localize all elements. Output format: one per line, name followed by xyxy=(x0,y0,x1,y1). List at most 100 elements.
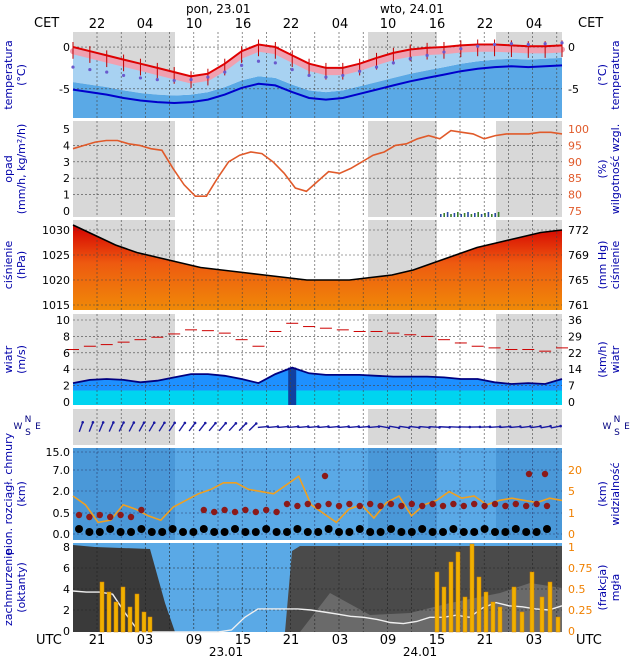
wind-direction-arrow xyxy=(359,427,369,428)
dewpoint-dot xyxy=(206,75,209,78)
wind-direction-arrow xyxy=(430,427,440,428)
cloud-top-dot xyxy=(471,501,477,507)
left-tick-label: 8 xyxy=(63,330,70,343)
left-tick-label: 6 xyxy=(63,562,70,575)
cloud-base-dot xyxy=(231,525,239,533)
cloud-base-dot xyxy=(293,525,301,533)
precipitation-bar xyxy=(447,212,449,217)
cloud-top-dot xyxy=(461,503,467,509)
precipitation-bar xyxy=(494,213,496,217)
cloud-base-dot xyxy=(325,525,333,533)
cloud-base-dot xyxy=(273,528,281,536)
fog-bar xyxy=(470,544,474,632)
right-tick-label: 769 xyxy=(568,249,589,262)
cloud-top-dot xyxy=(492,501,498,507)
left-axis-label: (oktanty) xyxy=(15,562,28,613)
wind-direction-arrow xyxy=(349,427,359,428)
right-axis-label: (frakcja) xyxy=(596,565,609,611)
right-axis-label: temperatura xyxy=(609,40,622,109)
precipitation-bar xyxy=(460,214,462,217)
left-tick-label: 0 xyxy=(63,41,70,54)
cloud-top-dot xyxy=(398,503,404,509)
dewpoint-dot xyxy=(426,54,429,57)
bottom-hour-label: 03 xyxy=(332,633,349,648)
wind-peak-bar xyxy=(288,368,296,405)
right-axis-label: wilgotność wzgl. xyxy=(609,124,622,214)
cloud-top-dot xyxy=(76,512,82,518)
right-tick-label: 0 xyxy=(568,625,575,638)
left-tick-label: 0 xyxy=(63,625,70,638)
precipitation-bar xyxy=(484,213,486,217)
cloud-base-dot xyxy=(470,528,478,536)
left-tick-label: 15.0 xyxy=(46,446,71,459)
left-axis-label: (km) xyxy=(15,481,28,507)
right-tick-label: 36 xyxy=(568,314,582,327)
cloud-top-dot xyxy=(440,503,446,509)
dewpoint-dot xyxy=(560,41,563,44)
night-band xyxy=(73,409,175,445)
cloud-top-dot xyxy=(450,501,456,507)
right-axis-label: (km/h) xyxy=(596,341,609,377)
left-tick-label: 8 xyxy=(63,541,70,554)
cloud-top-dot xyxy=(325,501,331,507)
cloud-top-dot xyxy=(221,507,227,513)
cloud-top-dot xyxy=(336,503,342,509)
cloud-base-dot xyxy=(127,528,135,536)
cloud-base-dot xyxy=(449,525,457,533)
right-tick-label: 80 xyxy=(568,189,582,202)
wind-direction-arrow xyxy=(510,427,520,428)
cloud-base-dot xyxy=(210,528,218,536)
precipitation-bar xyxy=(464,213,466,217)
wind-direction-arrow xyxy=(278,427,288,428)
cloud-base-dot xyxy=(345,528,353,536)
cloud-base-dot xyxy=(241,528,249,536)
fog-bar xyxy=(491,602,495,632)
fog-bar xyxy=(107,592,111,632)
left-axis-label: ciśnienie xyxy=(2,241,15,290)
dewpoint-dot xyxy=(156,78,159,81)
fog-bar xyxy=(135,594,139,632)
day-label-1: pon, 23.01 xyxy=(186,2,251,16)
left-axis-label: (m/s) xyxy=(15,345,28,374)
left-axis-label: (mm/h, kg/m²/h) xyxy=(15,124,28,215)
wind-direction-head xyxy=(173,422,176,425)
cloud-base-dot xyxy=(148,528,156,536)
cloud-high-dot xyxy=(526,471,532,477)
compass-label-right: W xyxy=(603,422,612,432)
fog-bar xyxy=(456,552,460,632)
cloud-top-dot xyxy=(211,509,217,515)
fog-bar xyxy=(477,577,481,632)
right-tick-label: 0 xyxy=(568,41,575,54)
right-tick-label: 75 xyxy=(568,205,582,218)
cloud-top-dot xyxy=(97,512,103,518)
cloud-base-dot xyxy=(221,528,229,536)
precipitation-bar xyxy=(488,212,490,217)
dewpoint-dot xyxy=(189,78,192,81)
dewpoint-dot xyxy=(324,75,327,78)
dewpoint-dot xyxy=(375,65,378,68)
fog-bar xyxy=(128,607,132,632)
top-hour-label: 04 xyxy=(526,17,543,32)
top-hour-label: 22 xyxy=(477,17,494,32)
dewpoint-dot xyxy=(105,70,108,73)
cloud-base-dot xyxy=(533,528,541,536)
bottom-hour-label: 03 xyxy=(137,633,154,648)
cloud-base-dot xyxy=(387,525,395,533)
cloud-base-dot xyxy=(429,528,437,536)
right-tick-label: 20 xyxy=(568,464,582,477)
bottom-hour-label: 03 xyxy=(526,633,543,648)
fog-bar xyxy=(512,587,516,632)
night-band xyxy=(496,121,562,217)
cloud-base-dot xyxy=(96,528,104,536)
night-band xyxy=(496,448,562,540)
wind-direction-head xyxy=(143,421,146,424)
wind-direction-arrow xyxy=(419,427,429,428)
top-hour-label: 10 xyxy=(380,17,397,32)
dewpoint-dot xyxy=(240,64,243,67)
cloud-base-dot xyxy=(439,528,447,536)
right-axis-label: ciśnienie xyxy=(609,241,622,290)
right-tick-label: 772 xyxy=(568,224,589,237)
